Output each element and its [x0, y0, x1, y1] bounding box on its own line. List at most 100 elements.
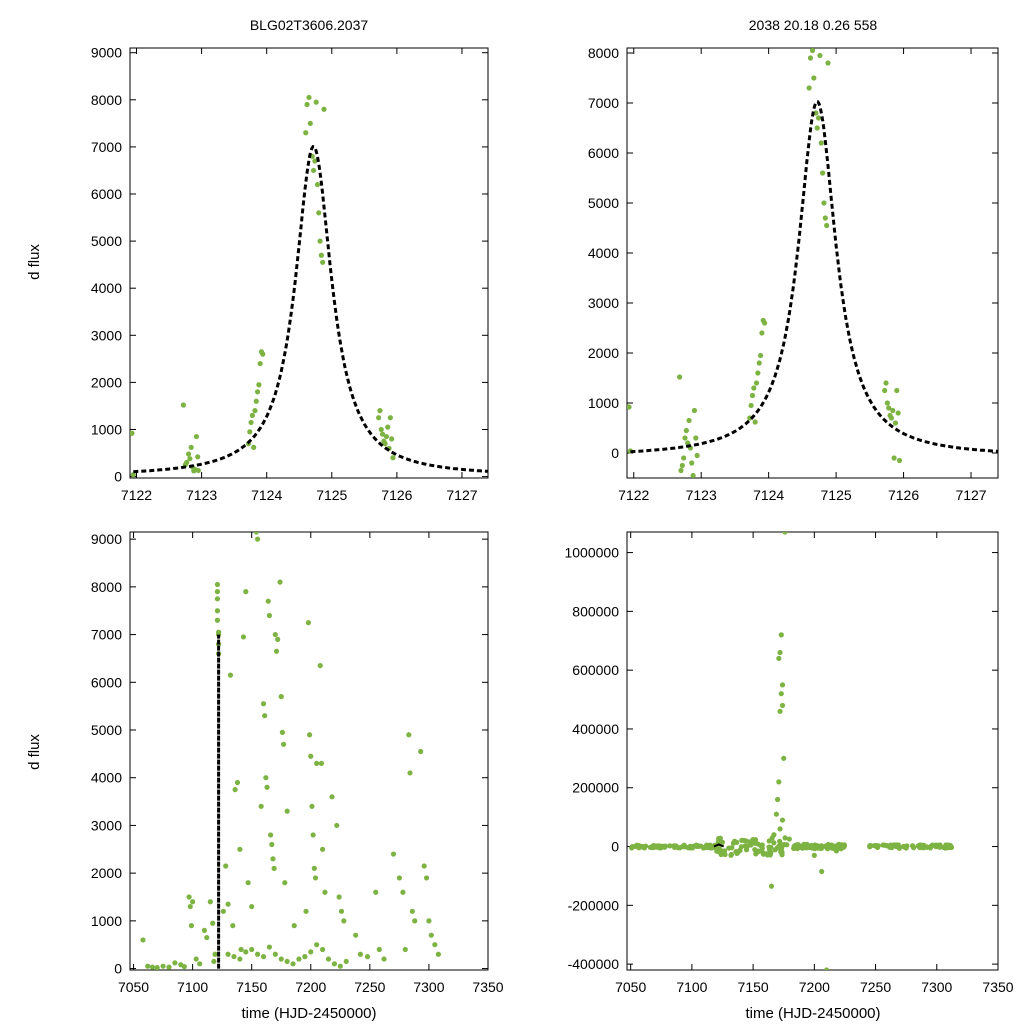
data-point [743, 847, 750, 853]
data-point [753, 380, 760, 386]
data-point [948, 844, 954, 851]
data-point [801, 841, 807, 847]
data-point [381, 956, 387, 962]
data-point [278, 956, 284, 962]
data-point [752, 419, 758, 425]
data-point [188, 444, 194, 450]
data-point [278, 694, 284, 700]
data-point [149, 964, 156, 970]
data-point [272, 631, 278, 638]
data-point [826, 844, 833, 850]
y-tick-label: 7000 [91, 139, 122, 155]
y-tick-label: -200000 [568, 897, 620, 913]
data-point [154, 965, 160, 970]
data-point [779, 852, 785, 858]
data-point [273, 648, 280, 654]
data-point [779, 817, 786, 823]
data-point [867, 844, 873, 850]
data-point [271, 865, 277, 871]
data-point [253, 398, 259, 404]
data-point [187, 903, 193, 910]
data-point [944, 845, 950, 851]
data-point [795, 842, 801, 848]
x-tick-label: 7300 [921, 979, 952, 995]
data-point [263, 775, 269, 781]
data-point [268, 832, 274, 838]
data-point [840, 843, 846, 849]
data-point [779, 702, 786, 709]
data-point [834, 844, 841, 850]
y-tick-label: 800000 [572, 603, 619, 619]
data-point [686, 417, 692, 424]
data-point [334, 822, 340, 829]
data-point [193, 433, 199, 440]
data-point [807, 55, 814, 61]
data-point [207, 899, 213, 905]
data-point [305, 620, 312, 626]
data-point [266, 612, 273, 619]
data-point [811, 852, 817, 858]
data-point [813, 110, 819, 116]
data-point [910, 843, 916, 850]
data-point [687, 845, 694, 851]
data-point [257, 360, 263, 367]
data-point [778, 691, 784, 697]
data-point [195, 454, 201, 460]
data-point [284, 808, 290, 814]
data-point [428, 932, 434, 938]
data-point [303, 908, 309, 914]
data-point [265, 598, 271, 604]
data-point [716, 849, 722, 855]
data-point [284, 958, 290, 965]
y-tick-label: 1000000 [564, 545, 619, 561]
data-point [693, 435, 699, 441]
data-point [426, 918, 432, 924]
x-tick-label: 7200 [295, 979, 326, 995]
data-point [716, 835, 722, 842]
data-point [373, 889, 379, 895]
plot-frame [129, 531, 489, 971]
x-tick-label: 7122 [121, 487, 152, 503]
data-point [336, 894, 342, 900]
panel-bottom-right: time (HJD-2450000) 7050 7100 7150 7200 7250 7… [564, 531, 1014, 1022]
model-curve [630, 100, 998, 454]
data-point [777, 708, 783, 714]
data-point [307, 120, 313, 126]
x-tick-label: 7100 [177, 979, 208, 995]
data-point [811, 75, 817, 81]
data-point [253, 532, 260, 535]
data-point [357, 951, 363, 957]
x-tick-label: 7250 [860, 979, 891, 995]
data-point [313, 99, 319, 105]
data-point [814, 125, 820, 131]
x-tick-label: 7123 [186, 487, 217, 503]
data-point [825, 60, 831, 66]
data-point [771, 840, 777, 846]
data-point [884, 400, 890, 406]
data-point [820, 170, 826, 176]
data-point [210, 920, 216, 926]
data-point [212, 951, 218, 957]
data-point [786, 836, 792, 842]
data-point [888, 415, 895, 421]
y-tick-label: 200000 [572, 780, 619, 796]
y-tick-label: 7000 [588, 95, 619, 111]
data-point [776, 655, 782, 662]
y-axis-label: d flux [26, 734, 43, 770]
data-point [733, 848, 739, 855]
data-point [685, 440, 691, 446]
data-point [341, 918, 347, 924]
data-point [693, 843, 699, 849]
data-point [762, 320, 768, 326]
data-point [186, 894, 192, 900]
data-point [269, 841, 275, 848]
data-point [682, 435, 688, 441]
data-point [237, 846, 243, 852]
data-point [923, 844, 930, 850]
x-axis-label: time (HJD-2450000) [745, 1005, 880, 1022]
data-point [180, 402, 186, 408]
data-point [130, 430, 135, 436]
data-point [249, 412, 255, 418]
data-point [225, 901, 231, 907]
data-point [739, 837, 745, 843]
